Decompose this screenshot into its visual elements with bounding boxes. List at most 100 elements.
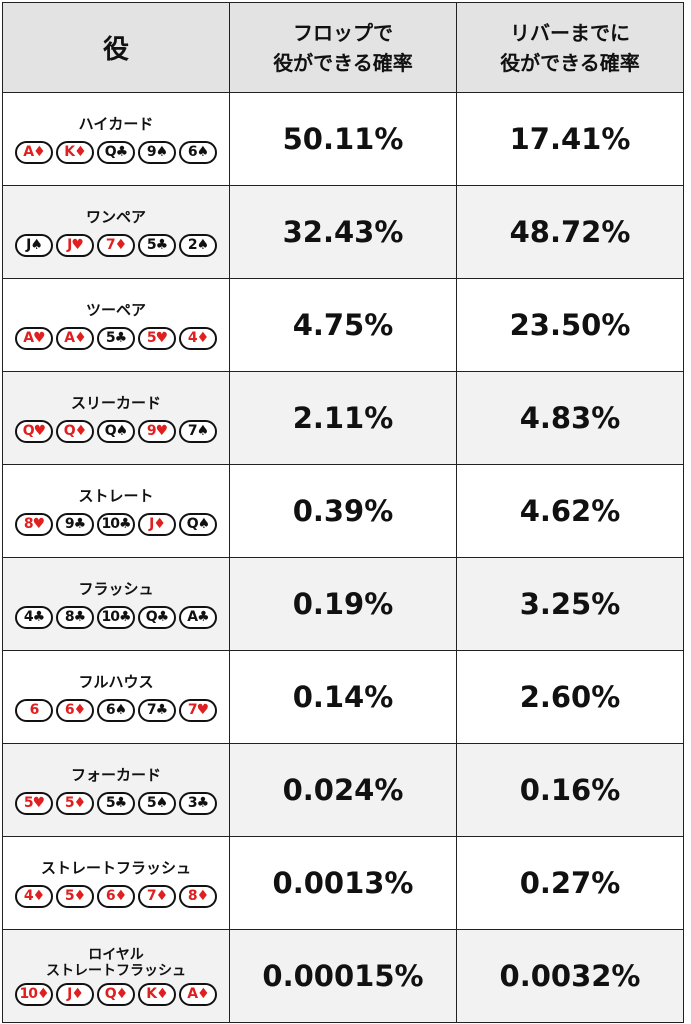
playing-card: J♦ (138, 512, 176, 536)
playing-card: 6 (15, 698, 53, 722)
playing-card: 8♥ (15, 512, 53, 536)
header-flop-line-2: 役ができる確率 (273, 50, 413, 75)
table-row: フラッシュ 4♣ 8♣ 10♣ Q♣ A♣ 0.19% 3.25% (2, 557, 684, 651)
river-probability: 0.27% (456, 836, 684, 930)
playing-card: K♦ (138, 982, 176, 1006)
playing-card: 2♠ (179, 233, 217, 257)
playing-card: 5♣ (138, 233, 176, 257)
table-row: フルハウス 6 6♦ 6♠ 7♣ 7♥ 0.14% 2.60% (2, 650, 684, 744)
card-group: A♦ K♦ Q♣ 9♠ 6♠ (3, 140, 229, 164)
hand-name: フォーカード (70, 765, 161, 784)
hand-cell: ストレートフラッシュ 4♦ 5♦ 6♦ 7♦ 8♦ (2, 836, 230, 930)
header-hand: 役 (2, 2, 230, 93)
hand-cell: ロイヤル ストレートフラッシュ 10♦ J♦ Q♦ K♦ A♦ (2, 929, 230, 1023)
hand-name: ストレートフラッシュ (46, 962, 186, 979)
river-probability: 4.83% (456, 371, 684, 465)
hand-name: ロイヤル (88, 946, 144, 963)
playing-card: 5♣ (97, 791, 135, 815)
playing-card: 5♥ (138, 326, 176, 350)
table-header-row: 役 フロップで 役ができる確率 リバーまでに 役ができる確率 (2, 2, 684, 93)
hand-cell: フルハウス 6 6♦ 6♠ 7♣ 7♥ (2, 650, 230, 744)
card-group: Q♥ Q♦ Q♠ 9♥ 7♠ (3, 419, 229, 443)
flop-probability: 0.39% (229, 464, 457, 558)
playing-card: J♦ (56, 982, 94, 1006)
playing-card: Q♣ (97, 140, 135, 164)
playing-card: 9♠ (138, 140, 176, 164)
playing-card: 5♣ (97, 326, 135, 350)
river-probability: 0.16% (456, 743, 684, 837)
playing-card: 4♦ (15, 884, 53, 908)
playing-card: Q♥ (15, 419, 53, 443)
flop-probability: 50.11% (229, 92, 457, 186)
flop-probability: 0.0013% (229, 836, 457, 930)
table-row: ストレート 8♥ 9♣ 10♣ J♦ Q♠ 0.39% 4.62% (2, 464, 684, 558)
playing-card: A♦ (15, 140, 53, 164)
hand-name: スリーカード (70, 393, 161, 412)
playing-card: A♦ (56, 326, 94, 350)
hand-cell: ストレート 8♥ 9♣ 10♣ J♦ Q♠ (2, 464, 230, 558)
playing-card: 5♦ (56, 884, 94, 908)
hand-cell: ハイカード A♦ K♦ Q♣ 9♠ 6♠ (2, 92, 230, 186)
header-river-probability: リバーまでに 役ができる確率 (456, 2, 684, 93)
header-flop-line-1: フロップで (293, 20, 393, 45)
playing-card: Q♠ (97, 419, 135, 443)
playing-card: 10♣ (97, 512, 135, 536)
card-group: J♠ J♥ 7♦ 5♣ 2♠ (3, 233, 229, 257)
playing-card: A♣ (179, 605, 217, 629)
playing-card: J♥ (56, 233, 94, 257)
playing-card: 4♣ (15, 605, 53, 629)
playing-card: 10♦ (15, 982, 53, 1006)
hand-cell: フォーカード 5♥ 5♦ 5♣ 5♠ 3♣ (2, 743, 230, 837)
playing-card: 7♣ (138, 698, 176, 722)
table-row: ハイカード A♦ K♦ Q♣ 9♠ 6♠ 50.11% 17.41% (2, 92, 684, 186)
header-flop-probability: フロップで 役ができる確率 (229, 2, 457, 93)
card-group: 8♥ 9♣ 10♣ J♦ Q♠ (3, 512, 229, 536)
river-probability: 3.25% (456, 557, 684, 651)
playing-card: 7♦ (97, 233, 135, 257)
playing-card: 3♣ (179, 791, 217, 815)
flop-probability: 4.75% (229, 278, 457, 372)
playing-card: 5♠ (138, 791, 176, 815)
playing-card: 7♠ (179, 419, 217, 443)
river-probability: 0.0032% (456, 929, 684, 1023)
card-group: A♥ A♦ 5♣ 5♥ 4♦ (3, 326, 229, 350)
playing-card: 6♦ (97, 884, 135, 908)
playing-card: 9♥ (138, 419, 176, 443)
river-probability: 4.62% (456, 464, 684, 558)
playing-card: 5♦ (56, 791, 94, 815)
playing-card: 9♣ (56, 512, 94, 536)
hand-name: ツーペア (85, 300, 146, 319)
river-probability: 48.72% (456, 185, 684, 279)
flop-probability: 32.43% (229, 185, 457, 279)
header-river-line-1: リバーまでに (510, 20, 630, 45)
playing-card: Q♣ (138, 605, 176, 629)
table-row: フォーカード 5♥ 5♦ 5♣ 5♠ 3♣ 0.024% 0.16% (2, 743, 684, 837)
hand-name: ストレートフラッシュ (40, 858, 191, 877)
table-body: ハイカード A♦ K♦ Q♣ 9♠ 6♠ 50.11% 17.41% ワンペア J♠ J♥ 7♦ 5♣ 2… (2, 92, 684, 1023)
hand-name: フルハウス (78, 672, 154, 691)
playing-card: 6♦ (56, 698, 94, 722)
card-group: 5♥ 5♦ 5♣ 5♠ 3♣ (3, 791, 229, 815)
playing-card: 10♣ (97, 605, 135, 629)
playing-card: A♦ (179, 982, 217, 1006)
hand-cell: ワンペア J♠ J♥ 7♦ 5♣ 2♠ (2, 185, 230, 279)
hand-name: フラッシュ (78, 579, 154, 598)
hand-name: ハイカード (78, 114, 154, 133)
table-row: ツーペア A♥ A♦ 5♣ 5♥ 4♦ 4.75% 23.50% (2, 278, 684, 372)
playing-card: 7♦ (138, 884, 176, 908)
hand-cell: フラッシュ 4♣ 8♣ 10♣ Q♣ A♣ (2, 557, 230, 651)
playing-card: Q♦ (56, 419, 94, 443)
card-group: 4♣ 8♣ 10♣ Q♣ A♣ (3, 605, 229, 629)
river-probability: 2.60% (456, 650, 684, 744)
hand-cell: スリーカード Q♥ Q♦ Q♠ 9♥ 7♠ (2, 371, 230, 465)
flop-probability: 0.00015% (229, 929, 457, 1023)
playing-card: 6♠ (179, 140, 217, 164)
table-row: ワンペア J♠ J♥ 7♦ 5♣ 2♠ 32.43% 48.72% (2, 185, 684, 279)
playing-card: J♠ (15, 233, 53, 257)
playing-card: 8♣ (56, 605, 94, 629)
flop-probability: 0.14% (229, 650, 457, 744)
playing-card: A♥ (15, 326, 53, 350)
table-row: ロイヤル ストレートフラッシュ 10♦ J♦ Q♦ K♦ A♦ 0.00015% 0.0032% (2, 929, 684, 1023)
river-probability: 17.41% (456, 92, 684, 186)
